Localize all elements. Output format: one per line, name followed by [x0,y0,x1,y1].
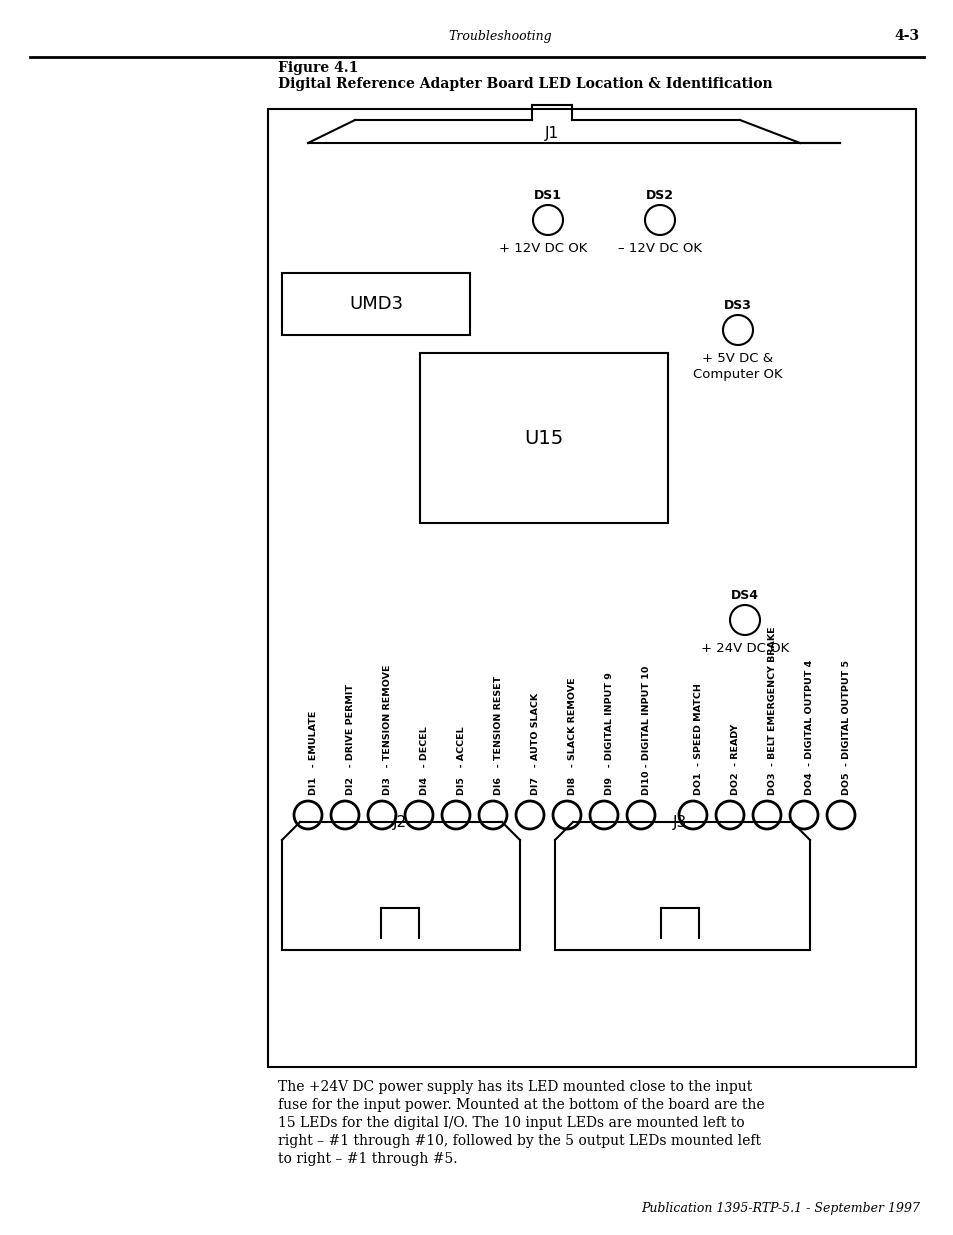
Text: DO3  - BELT EMERGENCY BRAKE: DO3 - BELT EMERGENCY BRAKE [767,626,776,795]
Text: – 12V DC OK: – 12V DC OK [618,242,701,254]
Bar [282,273,470,335]
Text: DI1   - EMULATE: DI1 - EMULATE [309,710,317,795]
Text: DS2: DS2 [645,189,673,203]
Text: DO5  - DIGITAL OUTPUT 5: DO5 - DIGITAL OUTPUT 5 [841,659,850,795]
Text: + 24V DC OK: + 24V DC OK [700,642,788,655]
Text: right – #1 through #10, followed by the 5 output LEDs mounted left: right – #1 through #10, followed by the … [277,1134,760,1149]
Text: DI2   - DRIVE PERMIT: DI2 - DRIVE PERMIT [346,684,355,795]
Text: Troubleshooting: Troubleshooting [448,30,551,43]
Text: DI9   - DIGITAL INPUT 9: DI9 - DIGITAL INPUT 9 [604,672,614,795]
Text: Computer OK: Computer OK [693,368,782,382]
Text: DS1: DS1 [534,189,561,203]
Text: DI8   - SLACK REMOVE: DI8 - SLACK REMOVE [567,677,577,795]
Text: to right – #1 through #5.: to right – #1 through #5. [277,1152,457,1166]
Text: DO4  - DIGITAL OUTPUT 4: DO4 - DIGITAL OUTPUT 4 [804,659,813,795]
Text: DI7   - AUTO SLACK: DI7 - AUTO SLACK [531,693,539,795]
Text: fuse for the input power. Mounted at the bottom of the board are the: fuse for the input power. Mounted at the… [277,1098,763,1112]
Text: J3: J3 [672,815,686,830]
Text: DI4   - DECEL: DI4 - DECEL [419,726,429,795]
Text: 15 LEDs for the digital I/O. The 10 input LEDs are mounted left to: 15 LEDs for the digital I/O. The 10 inpu… [277,1116,744,1130]
Text: Publication 1395-RTP-5.1 - September 1997: Publication 1395-RTP-5.1 - September 199… [640,1202,919,1215]
Bar [268,109,915,1067]
Text: + 5V DC &: + 5V DC & [701,352,773,366]
Text: DO1  - SPEED MATCH: DO1 - SPEED MATCH [693,683,702,795]
Text: DI5   - ACCEL: DI5 - ACCEL [456,726,465,795]
Text: 4-3: 4-3 [894,28,919,43]
Text: DI6   - TENSION RESET: DI6 - TENSION RESET [494,676,502,795]
Text: Digital Reference Adapter Board LED Location & Identification: Digital Reference Adapter Board LED Loca… [277,77,772,91]
Text: DS3: DS3 [723,299,751,312]
Text: DI10 - DIGITAL INPUT 10: DI10 - DIGITAL INPUT 10 [641,666,650,795]
Text: + 12V DC OK: + 12V DC OK [498,242,587,254]
Text: DI3   - TENSION REMOVE: DI3 - TENSION REMOVE [382,664,392,795]
Text: U15: U15 [524,429,563,447]
Text: J2: J2 [393,815,407,830]
Text: J1: J1 [544,126,558,141]
Bar [419,353,667,522]
Text: DO2  - READY: DO2 - READY [730,724,740,795]
Text: Figure 4.1: Figure 4.1 [277,61,358,75]
Text: UMD3: UMD3 [349,295,402,312]
Text: DS4: DS4 [730,589,759,601]
Text: The +24V DC power supply has its LED mounted close to the input: The +24V DC power supply has its LED mou… [277,1079,752,1094]
